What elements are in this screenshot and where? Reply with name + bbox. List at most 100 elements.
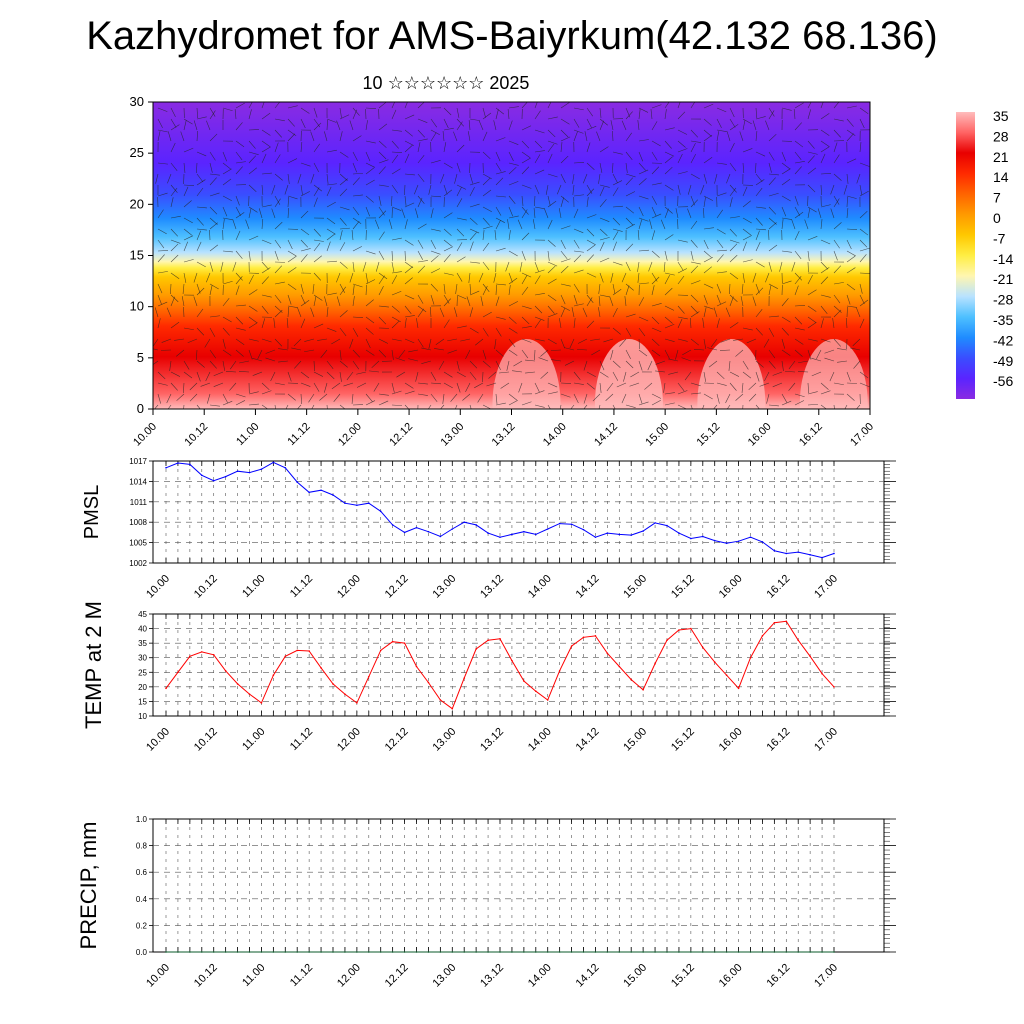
wind-barb xyxy=(612,261,623,266)
wind-barb xyxy=(183,147,194,153)
data-point xyxy=(236,470,239,473)
wind-barb xyxy=(638,151,644,162)
wind-barb xyxy=(560,173,566,184)
wind-barb xyxy=(690,220,698,230)
x-tick-label: 11.12 xyxy=(285,421,312,448)
wind-barb xyxy=(339,242,346,252)
wind-barb xyxy=(428,338,432,349)
wind-barb xyxy=(781,349,791,356)
wind-barb xyxy=(651,303,662,307)
wind-barb xyxy=(287,239,293,250)
wind-barb xyxy=(846,133,854,142)
data-point xyxy=(511,951,513,953)
wind-barb xyxy=(664,206,673,214)
wind-barb xyxy=(521,316,530,325)
wind-barb xyxy=(716,254,724,263)
wind-barb xyxy=(824,349,835,354)
wind-barb xyxy=(324,382,328,393)
wind-barb xyxy=(274,102,281,109)
wind-barb xyxy=(287,173,290,184)
data-point xyxy=(487,951,489,953)
wind-barb xyxy=(169,360,172,371)
data-point xyxy=(833,686,835,688)
wind-barb xyxy=(313,184,323,192)
wind-barb xyxy=(456,382,461,393)
data-point xyxy=(797,639,800,642)
wind-barb xyxy=(859,247,870,252)
data-point xyxy=(177,951,179,953)
data-point xyxy=(403,951,406,953)
wind-barb xyxy=(248,322,258,329)
wind-barb xyxy=(287,133,296,142)
wind-barb xyxy=(417,393,428,396)
wind-barb xyxy=(365,250,376,255)
wind-barb xyxy=(729,371,740,377)
wind-barb xyxy=(846,255,856,263)
wind-barb xyxy=(469,203,480,208)
wind-barb xyxy=(427,404,432,409)
wind-barb xyxy=(586,184,593,194)
wind-barb xyxy=(540,371,549,379)
wind-barb xyxy=(599,162,603,173)
wind-barb xyxy=(742,200,751,208)
data-point xyxy=(224,475,227,478)
wind-barb xyxy=(417,338,424,348)
wind-barb xyxy=(287,158,298,164)
wind-barb xyxy=(785,370,796,373)
y-tick-label: 20 xyxy=(130,196,144,211)
wind-barb xyxy=(346,371,354,381)
wind-barb xyxy=(378,250,385,260)
wind-barb xyxy=(525,359,536,362)
x-tick-label: 14.00 xyxy=(526,726,554,754)
wind-barb xyxy=(443,212,453,219)
wind-barb xyxy=(417,142,421,153)
wind-barb xyxy=(356,382,367,388)
wind-barb xyxy=(274,382,285,386)
wind-barb xyxy=(664,338,675,343)
wind-barb xyxy=(235,212,245,219)
wind-barb xyxy=(755,173,763,183)
data-point xyxy=(296,649,299,652)
data-point xyxy=(749,536,752,538)
wind-barb xyxy=(222,219,225,230)
wind-barb xyxy=(625,177,634,186)
wind-barb xyxy=(846,197,848,208)
y-tick-label: 0.8 xyxy=(136,842,148,851)
wind-barb xyxy=(534,110,541,120)
wind-barb xyxy=(612,130,614,142)
wind-barb xyxy=(824,357,835,362)
wind-barb xyxy=(547,261,558,267)
wind-barb xyxy=(170,294,179,303)
data-point xyxy=(761,951,764,953)
x-tick-label: 12.12 xyxy=(383,962,411,990)
wind-barb xyxy=(170,228,179,237)
wind-barb xyxy=(729,162,737,172)
x-tick-label: 13.00 xyxy=(430,573,458,601)
wind-barb xyxy=(391,250,393,261)
wind-barb xyxy=(456,272,463,282)
wind-barb xyxy=(274,309,283,318)
wind-barb xyxy=(742,259,753,263)
wind-barb xyxy=(612,187,619,197)
wind-barb xyxy=(742,404,744,409)
wind-barb xyxy=(391,349,394,360)
wind-barb xyxy=(248,109,252,120)
wind-barb xyxy=(726,131,731,142)
wind-barb xyxy=(300,283,304,294)
wind-barb xyxy=(599,217,610,222)
wind-barb xyxy=(547,265,556,274)
wind-barb xyxy=(378,140,387,148)
wind-barb xyxy=(638,349,648,357)
data-point xyxy=(606,532,609,534)
data-point xyxy=(284,951,287,953)
y-tick-label: 25 xyxy=(130,145,144,160)
wind-barb xyxy=(417,265,426,274)
wind-barb xyxy=(703,305,714,310)
wind-barb xyxy=(404,294,415,300)
wind-barb xyxy=(612,241,617,252)
wind-barb xyxy=(443,382,453,389)
wind-barb xyxy=(313,239,324,242)
wind-barb xyxy=(547,140,558,145)
wind-barb xyxy=(586,272,597,278)
